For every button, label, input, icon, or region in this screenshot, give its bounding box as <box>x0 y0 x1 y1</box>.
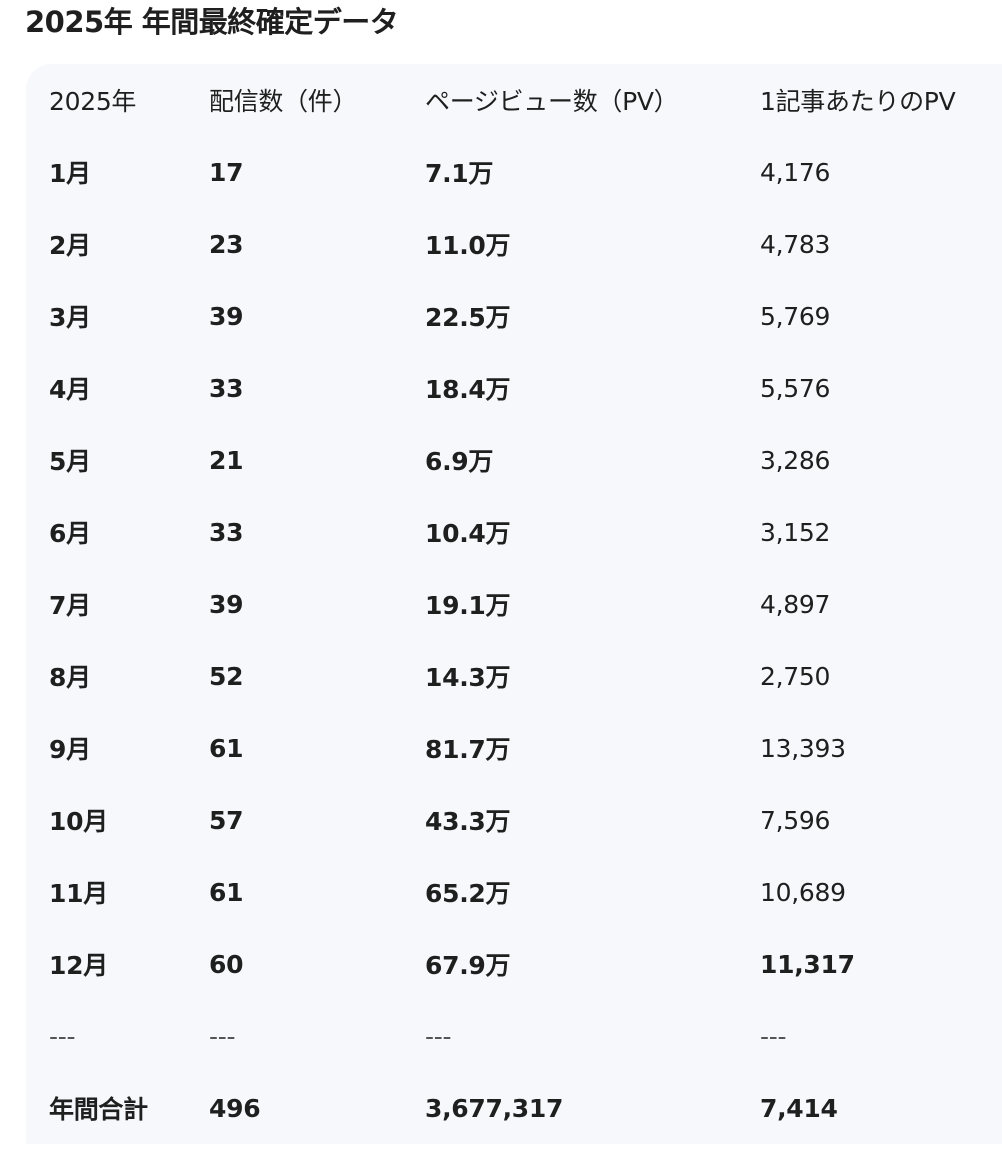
total-pv-per-article: 7,414 <box>760 1093 838 1123</box>
row-pv-per-article: 5,769 <box>760 301 831 331</box>
row-month: 12月 <box>49 951 108 980</box>
row-article-count: 57 <box>209 805 244 835</box>
row-month: 4月 <box>49 375 91 404</box>
table-row: 7月 39 19.1万 4,897 <box>26 568 1002 640</box>
total-article-count: 496 <box>209 1093 261 1123</box>
row-page-views: 18.4万 <box>425 375 511 404</box>
row-page-views: 10.4万 <box>425 519 511 548</box>
table-row: 3月 39 22.5万 5,769 <box>26 280 1002 352</box>
row-page-views: 19.1万 <box>425 591 511 620</box>
row-pv-per-article: 2,750 <box>760 661 831 691</box>
separator-cell: --- <box>760 1021 787 1051</box>
row-article-count: 61 <box>209 877 244 907</box>
table-row: 10月 57 43.3万 7,596 <box>26 784 1002 856</box>
row-page-views: 7.1万 <box>425 159 494 188</box>
row-month: 9月 <box>49 735 91 764</box>
row-pv-per-article: 4,176 <box>760 157 831 187</box>
row-article-count: 21 <box>209 445 244 475</box>
row-month: 6月 <box>49 519 91 548</box>
table-row: 8月 52 14.3万 2,750 <box>26 640 1002 712</box>
row-month: 10月 <box>49 807 108 836</box>
table-row: 6月 33 10.4万 3,152 <box>26 496 1002 568</box>
row-article-count: 23 <box>209 229 244 259</box>
separator-cell: --- <box>425 1021 452 1051</box>
row-month: 3月 <box>49 303 91 332</box>
row-article-count: 39 <box>209 301 244 331</box>
header-article-count: 配信数（件） <box>209 87 358 116</box>
row-pv-per-article: 4,783 <box>760 229 831 259</box>
row-article-count: 52 <box>209 661 244 691</box>
total-row: 年間合計 496 3,677,317 7,414 <box>26 1072 1002 1144</box>
page-title: 2025年 年間最終確定データ <box>25 5 399 39</box>
row-pv-per-article: 5,576 <box>760 373 831 403</box>
row-article-count: 60 <box>209 949 244 979</box>
row-pv-per-article: 3,286 <box>760 445 831 475</box>
row-month: 7月 <box>49 591 91 620</box>
row-page-views: 43.3万 <box>425 807 511 836</box>
table-row: 5月 21 6.9万 3,286 <box>26 424 1002 496</box>
table-row: 4月 33 18.4万 5,576 <box>26 352 1002 424</box>
row-month: 8月 <box>49 663 91 692</box>
separator-cell: --- <box>209 1021 236 1051</box>
row-month: 11月 <box>49 879 108 908</box>
row-page-views: 11.0万 <box>425 231 511 260</box>
table-row: 9月 61 81.7万 13,393 <box>26 712 1002 784</box>
row-month: 2月 <box>49 231 91 260</box>
row-article-count: 17 <box>209 157 244 187</box>
row-pv-per-article: 13,393 <box>760 733 846 763</box>
header-page-views: ページビュー数（PV） <box>425 87 679 116</box>
row-pv-per-article: 10,689 <box>760 877 846 907</box>
row-pv-per-article: 3,152 <box>760 517 831 547</box>
row-page-views: 6.9万 <box>425 447 494 476</box>
table-row: 12月 60 67.9万 11,317 <box>26 928 1002 1000</box>
row-page-views: 67.9万 <box>425 951 511 980</box>
row-page-views: 81.7万 <box>425 735 511 764</box>
separator-cell: --- <box>49 1021 76 1051</box>
total-page-views: 3,677,317 <box>425 1093 564 1123</box>
table-header-row: 2025年 配信数（件） ページビュー数（PV） 1記事あたりのPV <box>26 64 1002 136</box>
row-pv-per-article: 4,897 <box>760 589 831 619</box>
separator-row: --- --- --- --- <box>26 1000 1002 1072</box>
row-article-count: 33 <box>209 373 244 403</box>
row-article-count: 39 <box>209 589 244 619</box>
row-article-count: 61 <box>209 733 244 763</box>
row-article-count: 33 <box>209 517 244 547</box>
table-row: 2月 23 11.0万 4,783 <box>26 208 1002 280</box>
data-table-container: 2025年 配信数（件） ページビュー数（PV） 1記事あたりのPV 1月 17… <box>26 64 1002 1144</box>
table-row: 1月 17 7.1万 4,176 <box>26 136 1002 208</box>
row-page-views: 22.5万 <box>425 303 511 332</box>
header-pv-per-article: 1記事あたりのPV <box>760 87 956 116</box>
row-page-views: 14.3万 <box>425 663 511 692</box>
total-label: 年間合計 <box>49 1095 148 1124</box>
row-page-views: 65.2万 <box>425 879 511 908</box>
row-pv-per-article: 11,317 <box>760 949 855 979</box>
header-year: 2025年 <box>49 87 137 116</box>
row-month: 1月 <box>49 159 91 188</box>
row-month: 5月 <box>49 447 91 476</box>
table-row: 11月 61 65.2万 10,689 <box>26 856 1002 928</box>
row-pv-per-article: 7,596 <box>760 805 831 835</box>
monthly-data-table: 2025年 配信数（件） ページビュー数（PV） 1記事あたりのPV 1月 17… <box>26 64 1002 1144</box>
